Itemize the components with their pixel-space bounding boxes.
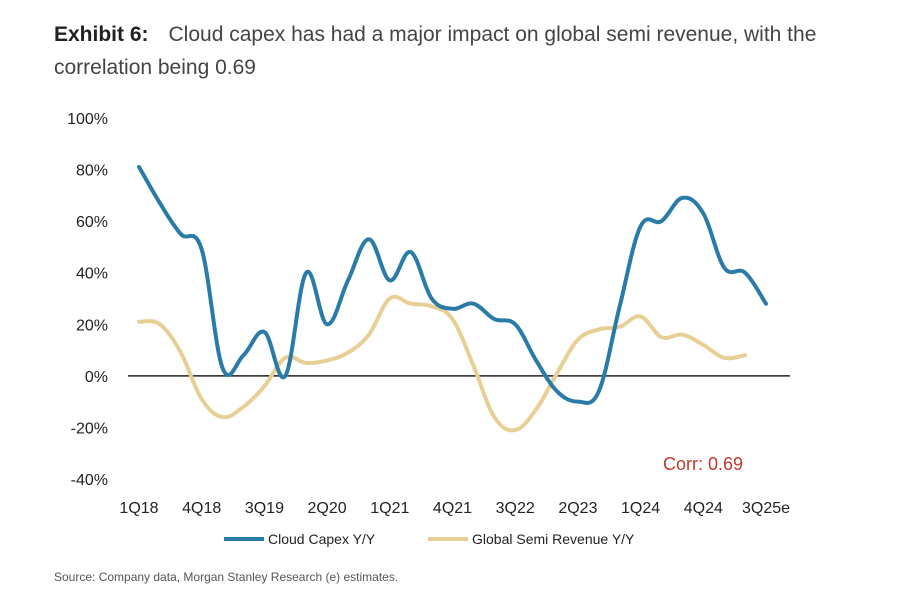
y-tick-label: -20%: [71, 420, 108, 437]
x-tick-label: 1Q18: [119, 500, 158, 517]
y-tick-label: 20%: [76, 317, 108, 334]
x-tick-label: 4Q21: [433, 500, 472, 517]
legend-label: Cloud Capex Y/Y: [268, 531, 376, 547]
y-axis: -40% -20% 0% 20% 40% 60% 80% 100%: [67, 111, 108, 489]
x-tick-label: 1Q24: [621, 500, 660, 517]
exhibit-title: Cloud capex has had a major impact on gl…: [54, 23, 817, 79]
x-tick-label: 1Q21: [370, 500, 409, 517]
x-tick-label: 4Q18: [182, 500, 221, 517]
x-tick-label: 2Q20: [308, 500, 347, 517]
y-tick-label: 60%: [76, 214, 108, 231]
y-tick-label: 80%: [76, 163, 108, 180]
chart-header: Exhibit 6: Cloud capex has had a major im…: [54, 18, 894, 84]
legend: Cloud Capex Y/Y Global Semi Revenue Y/Y: [224, 531, 635, 547]
y-tick-label: 100%: [67, 111, 108, 128]
series-line-global-semi-revenue: [137, 294, 748, 433]
exhibit-label: Exhibit 6:: [54, 23, 149, 46]
x-axis: 1Q18 4Q18 3Q19 2Q20 1Q21 4Q21 3Q22 2Q23 1Q24 4Q24…: [119, 500, 790, 517]
x-tick-label: 3Q22: [496, 500, 535, 517]
x-tick-label: 3Q19: [245, 500, 284, 517]
legend-label: Global Semi Revenue Y/Y: [472, 531, 635, 547]
correlation-annotation: Corr: 0.69: [663, 454, 743, 474]
x-tick-label: 4Q24: [684, 500, 723, 517]
x-tick-label: 3Q25e: [742, 500, 790, 517]
series-line-cloud-capex: [137, 165, 768, 405]
source-note: Source: Company data, Morgan Stanley Res…: [54, 570, 399, 584]
y-tick-label: -40%: [71, 472, 108, 489]
y-tick-label: 40%: [76, 266, 108, 283]
series-group: [137, 165, 768, 433]
y-tick-label: 0%: [85, 369, 108, 386]
x-tick-label: 2Q23: [558, 500, 597, 517]
